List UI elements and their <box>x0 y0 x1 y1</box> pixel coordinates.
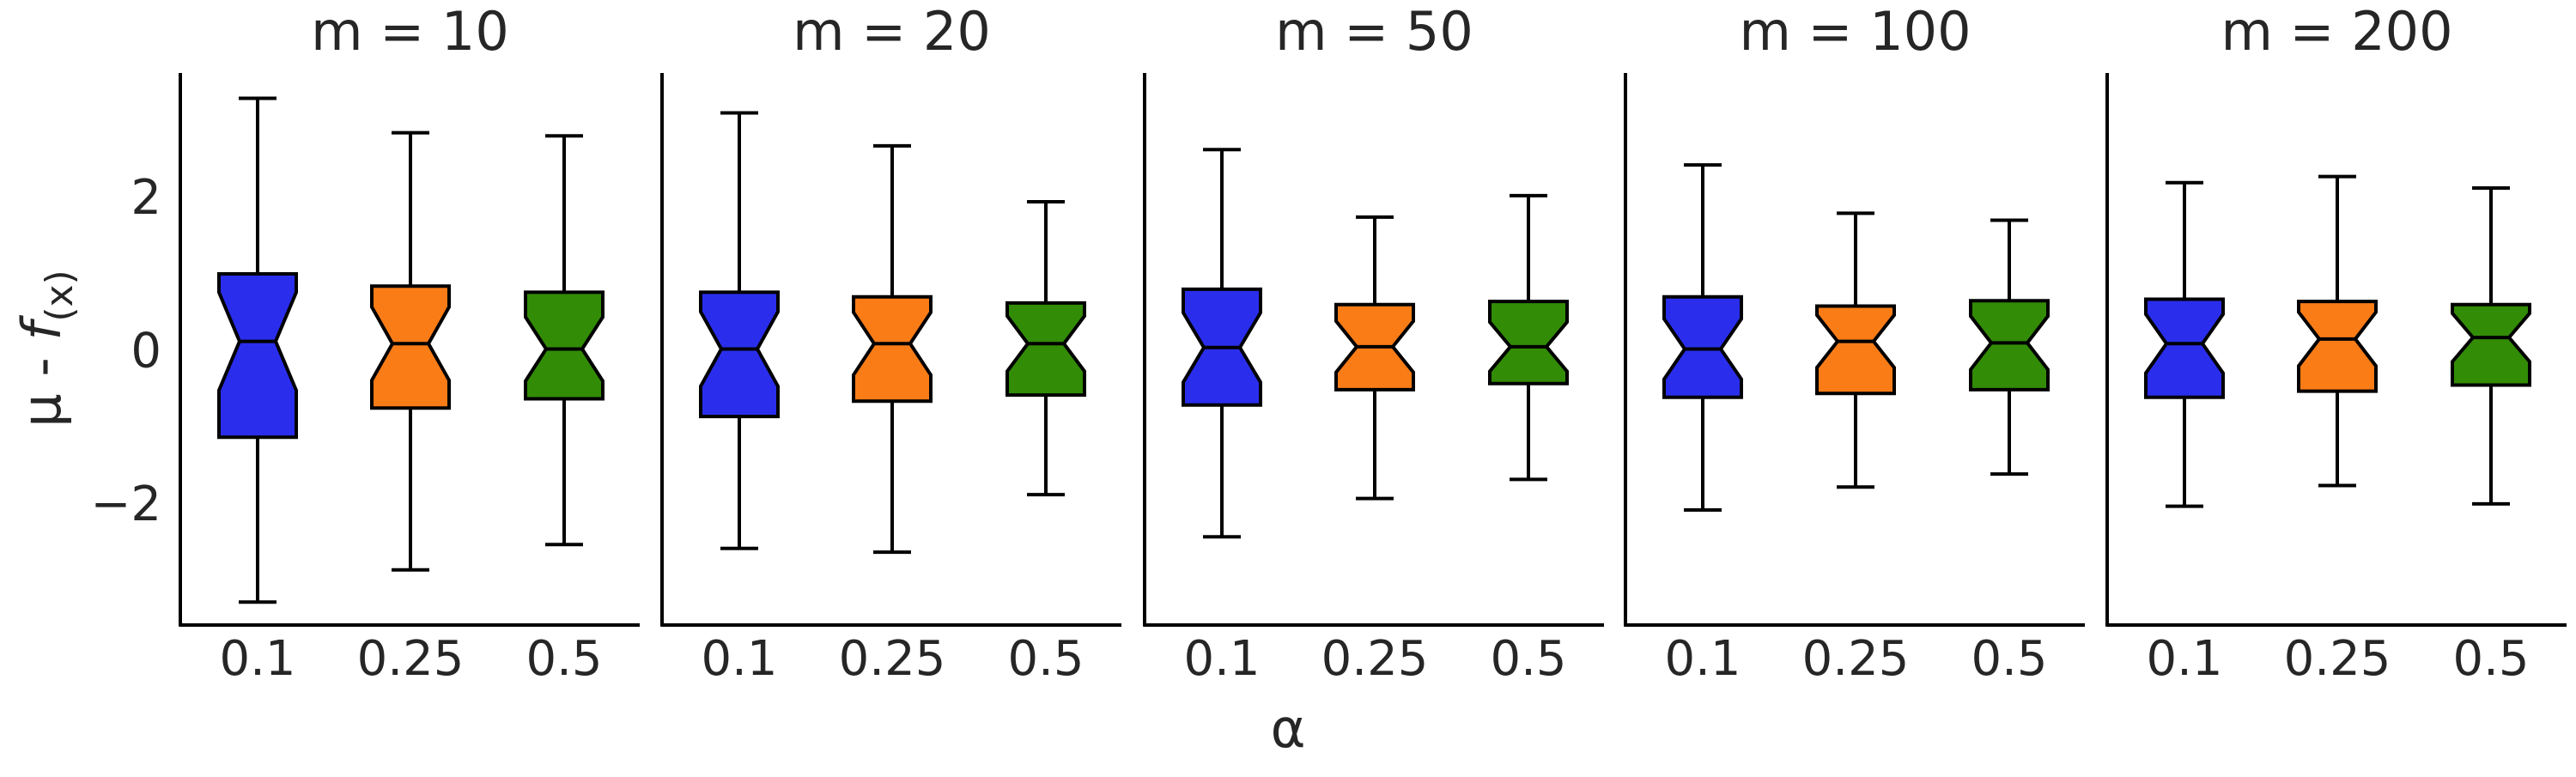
x-tick-label: 0.5 <box>2452 631 2529 687</box>
panel-title: m = 20 <box>793 0 991 63</box>
panel-title: m = 100 <box>1739 0 1971 63</box>
box-0.1 <box>699 290 780 419</box>
x-tick-label: 0.25 <box>1321 631 1429 687</box>
y-tick-label: 0 <box>131 324 161 379</box>
y-tick-label: 2 <box>131 170 161 226</box>
x-tick-label: 0.1 <box>1664 631 1741 687</box>
panel-title: m = 50 <box>1275 0 1473 63</box>
box-0.5 <box>1488 300 1569 385</box>
box-0.5 <box>524 290 605 401</box>
y-axis-label-subscript: (x) <box>38 270 82 321</box>
x-axis-label: α <box>1271 697 1306 760</box>
box-0.25 <box>370 284 451 410</box>
box-0.1 <box>217 271 298 440</box>
x-tick-label: 0.1 <box>1183 631 1260 687</box>
x-tick-label: 0.1 <box>2146 631 2222 687</box>
y-axis-label-prefix: μ - <box>10 340 73 427</box>
panel-title: m = 200 <box>2221 0 2452 63</box>
panel-4: m = 200 0.1 0.25 0.5 <box>2105 0 2567 687</box>
x-tick-label: 0.5 <box>1007 631 1084 687</box>
x-tick-label: 0.5 <box>1971 631 2047 687</box>
box-0.25 <box>852 294 933 404</box>
panel-title: m = 10 <box>311 0 509 63</box>
panel-3: m = 100 0.1 0.25 0.5 <box>1624 0 2085 687</box>
x-tick-label: 0.1 <box>219 631 295 687</box>
box-0.25 <box>1815 304 1896 396</box>
y-axis-label: μ - f(x) <box>10 270 82 427</box>
box-0.5 <box>1969 299 2050 392</box>
panel-2: m = 50 0.1 0.25 0.5 <box>1143 0 1604 687</box>
x-tick-label: 0.25 <box>1802 631 1910 687</box>
box-0.25 <box>2297 300 2378 393</box>
panel-1: m = 20 0.1 0.25 0.5 <box>660 0 1121 687</box>
box-0.1 <box>2144 297 2225 399</box>
x-tick-label: 0.5 <box>1490 631 1566 687</box>
x-tick-label: 0.1 <box>701 631 777 687</box>
x-tick-label: 0.25 <box>839 631 946 687</box>
box-0.5 <box>1005 300 1086 398</box>
panel-0: m = 10 −2 0 2 0.1 0.25 0.5 <box>90 0 640 687</box>
y-tick-label: −2 <box>90 477 161 532</box>
box-0.5 <box>2451 302 2531 387</box>
x-tick-label: 0.5 <box>526 631 602 687</box>
x-tick-label: 0.25 <box>357 631 465 687</box>
box-0.1 <box>1662 294 1743 399</box>
x-tick-label: 0.25 <box>2284 631 2391 687</box>
